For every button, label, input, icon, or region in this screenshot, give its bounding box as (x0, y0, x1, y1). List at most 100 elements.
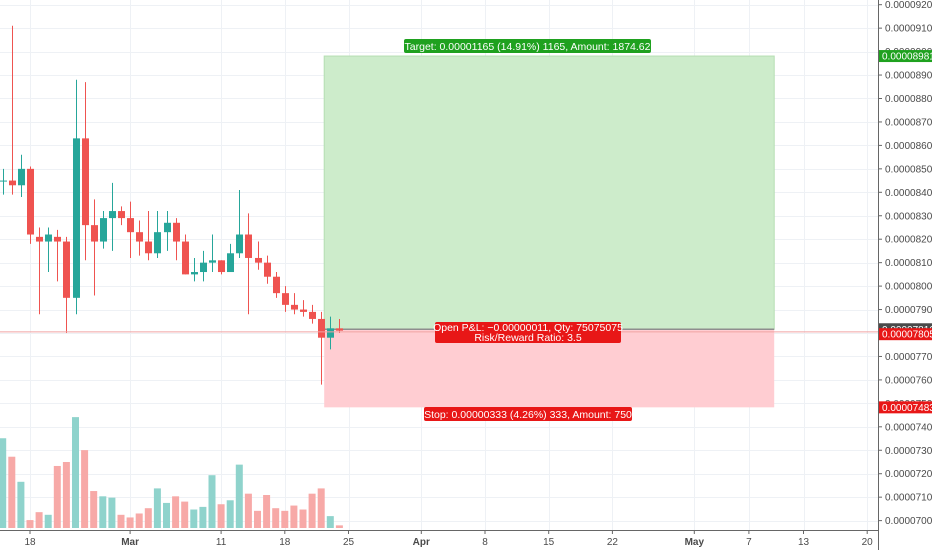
candle-body[interactable] (327, 328, 334, 338)
candle-body[interactable] (145, 241, 152, 254)
candle-body[interactable] (236, 234, 243, 254)
position-zones[interactable] (323, 55, 775, 408)
candle-body[interactable] (27, 168, 34, 235)
volume-bar (108, 497, 116, 528)
volume-bar (81, 450, 89, 528)
volume-bar (99, 496, 107, 528)
volume-bar (153, 488, 161, 528)
volume-bar (35, 512, 43, 528)
candle-body[interactable] (9, 180, 16, 186)
volume-bar (190, 509, 198, 528)
candle-body[interactable] (0, 180, 7, 182)
candle-body[interactable] (255, 257, 262, 263)
price-tick-label: 0.00009200 (885, 0, 932, 11)
candle-body[interactable] (118, 211, 125, 219)
candle-body[interactable] (63, 241, 70, 298)
stop-label-text: Stop: 0.00000333 (4.26%) 333, Amount: 75… (424, 409, 632, 421)
candle-body[interactable] (73, 138, 80, 298)
candle-body[interactable] (100, 218, 107, 242)
volume-bar (263, 495, 271, 528)
candle-body[interactable] (91, 225, 98, 242)
volume-bar (281, 510, 289, 528)
candle-body[interactable] (173, 222, 180, 242)
candle-body[interactable] (318, 318, 325, 338)
volume-bar (172, 496, 180, 528)
pnl-label-line2: Risk/Reward Ratio: 3.5 (474, 332, 582, 344)
candle-body[interactable] (336, 328, 343, 331)
volume-bar (90, 491, 98, 528)
candle-body[interactable] (291, 304, 298, 310)
stop-label: Stop: 0.00000333 (4.26%) 333, Amount: 75… (424, 407, 632, 421)
target-price-tag-bg (879, 50, 932, 63)
volume-bar (8, 456, 16, 528)
candle-body[interactable] (36, 236, 43, 242)
candle-body[interactable] (54, 236, 61, 242)
volume-bar (72, 417, 79, 528)
volume-bar (254, 510, 261, 528)
volume-bar (181, 501, 189, 528)
candle-body[interactable] (82, 138, 89, 226)
candle-body[interactable] (245, 234, 252, 258)
candle-body[interactable] (282, 293, 289, 305)
candle-body[interactable] (182, 241, 189, 275)
candle-body[interactable] (200, 262, 207, 273)
stop-price-tag: 0.00007483 (879, 401, 932, 414)
volume-bar (272, 508, 280, 528)
pnl-label-line1: Open P&L: −0.00000011, Qty: 75075075 (433, 322, 623, 334)
volume-bar (62, 462, 70, 528)
volume-bar (126, 517, 134, 528)
volume-bar (53, 465, 61, 528)
volume-bar (235, 464, 243, 528)
stop-price-tag-text: 0.00007483 (882, 403, 932, 414)
target-label: Target: 0.00001165 (14.91%) 1165, Amount… (404, 39, 651, 53)
candle-body[interactable] (227, 253, 234, 273)
time-tick-label: 18 (24, 537, 36, 548)
volume-bar (44, 514, 52, 528)
pnl-label: Open P&L: −0.00000011, Qty: 75075075 Ris… (433, 322, 623, 344)
candle-body[interactable] (300, 309, 307, 312)
time-tick-label: May (685, 537, 705, 548)
candle-body[interactable] (191, 272, 198, 275)
volume-bar (244, 493, 252, 528)
candle-body[interactable] (154, 232, 161, 254)
candle-body[interactable] (45, 234, 52, 242)
time-tick-label: 11 (216, 537, 227, 548)
candle-body[interactable] (218, 260, 225, 273)
volume-bars (0, 417, 343, 528)
volume-bar (163, 502, 170, 528)
time-axis[interactable]: 18 Mar 11 18 25 Apr 8 15 22 May 7 13 20 (24, 530, 873, 548)
candle-body[interactable] (127, 218, 134, 233)
candle-body[interactable] (136, 232, 143, 242)
candles[interactable] (0, 25, 343, 385)
time-tick-label: Apr (413, 537, 430, 548)
candle-body[interactable] (209, 260, 216, 263)
candle-body[interactable] (109, 211, 116, 219)
volume-bar (299, 509, 307, 528)
volume-bar (326, 516, 334, 528)
profit-zone[interactable] (323, 55, 775, 330)
candle-body[interactable] (18, 168, 25, 186)
pnl-label-bg (435, 322, 621, 343)
candle-body[interactable] (164, 222, 171, 233)
candle-body[interactable] (273, 276, 280, 294)
candle-body[interactable] (264, 262, 271, 277)
time-tick-label: 18 (279, 537, 291, 548)
volume-bar (0, 438, 7, 528)
volume-bar (335, 525, 343, 528)
time-tick-label: 20 (862, 537, 874, 548)
candle-body[interactable] (309, 311, 316, 319)
target-label-text: Target: 0.00001165 (14.91%) 1165, Amount… (405, 41, 651, 53)
time-tick-label: 13 (798, 537, 810, 548)
